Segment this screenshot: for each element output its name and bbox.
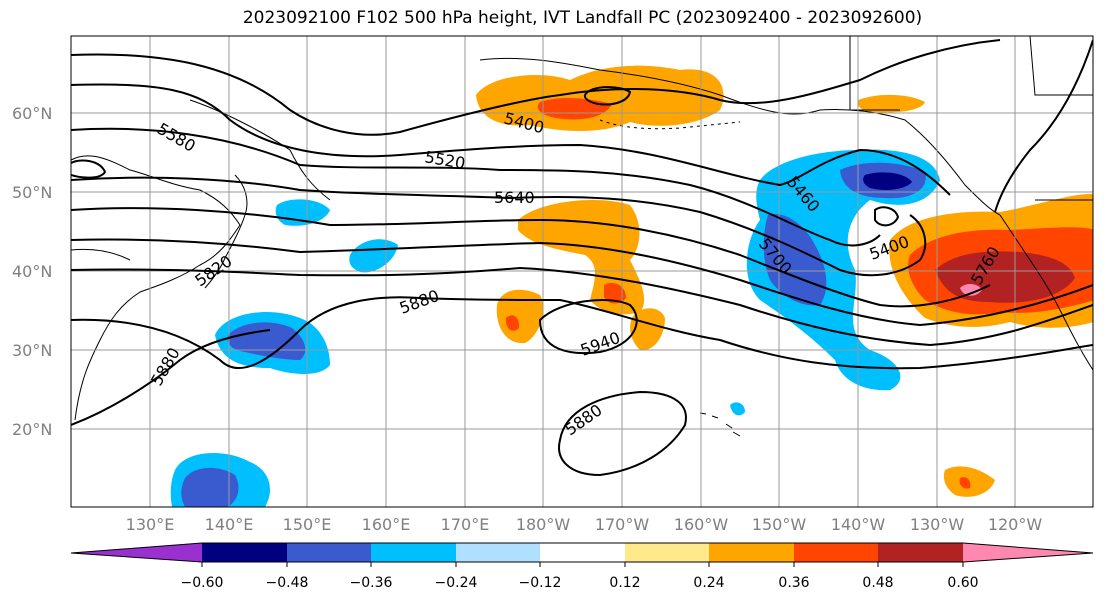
colorbar-tick-label: 0.12 [609, 575, 640, 591]
colorbar-swatch [287, 543, 371, 562]
coastlines [71, 36, 1093, 437]
colorbar-tick-label: −0.36 [350, 575, 393, 591]
colorbar-extend-right [963, 543, 1093, 562]
colorbar-swatch [709, 543, 794, 562]
colorbar-tick-label: 0.48 [862, 575, 893, 591]
lon-label: 150°E [283, 515, 332, 534]
contour-label: 5640 [494, 188, 535, 207]
colorbar-tick-label: −0.12 [519, 575, 562, 591]
colorbar-swatch [625, 543, 709, 562]
lat-label: 20°N [12, 420, 52, 439]
height-contours [71, 39, 1093, 477]
colorbar-extend-left [71, 543, 202, 562]
lon-label: 140°E [205, 515, 254, 534]
colorbar-swatch [456, 543, 540, 562]
latitude-labels: 60°N 50°N 40°N 30°N 20°N [12, 104, 52, 439]
lon-label: 160°E [362, 515, 411, 534]
lat-label: 60°N [12, 104, 52, 123]
colorbar-ticks [201, 562, 964, 567]
colorbar-tick-label: 0.24 [693, 575, 724, 591]
map-frame [70, 35, 1094, 508]
colorbar-tick-label: 0.36 [778, 575, 809, 591]
colorbar-tick-label: −0.60 [181, 575, 224, 591]
lon-label: 130°E [126, 515, 175, 534]
lat-label: 40°N [12, 262, 52, 281]
colorbar-tick-label: −0.24 [435, 575, 478, 591]
map-title: 2023092100 F102 500 hPa height, IVT Land… [242, 8, 923, 28]
lon-label: 140°W [831, 515, 886, 534]
colorbar-tick-label: 0.60 [947, 575, 978, 591]
lon-label: 130°W [910, 515, 965, 534]
colorbar-swatch [371, 543, 456, 562]
colorbar-tick-labels: −0.60 −0.48 −0.36 −0.24 −0.12 0.12 0.24 … [181, 575, 979, 591]
lat-label: 50°N [12, 183, 52, 202]
lon-label: 180°W [516, 515, 571, 534]
colorbar: −0.60 −0.48 −0.36 −0.24 −0.12 0.12 0.24 … [70, 542, 1094, 591]
colorbar-swatch [540, 543, 625, 562]
lon-label: 150°W [752, 515, 807, 534]
colorbar-swatch [878, 543, 963, 562]
lon-label: 170°W [595, 515, 650, 534]
colorbar-tick-label: −0.48 [266, 575, 309, 591]
colorbar-swatch [202, 543, 287, 562]
lon-label: 160°W [674, 515, 729, 534]
longitude-labels: 130°E 140°E 150°E 160°E 170°E 180°W 170°… [126, 515, 1043, 534]
lat-label: 30°N [12, 341, 52, 360]
colorbar-swatch [794, 543, 878, 562]
lon-label: 120°W [988, 515, 1043, 534]
graticule [71, 36, 1093, 507]
lon-label: 170°E [441, 515, 490, 534]
